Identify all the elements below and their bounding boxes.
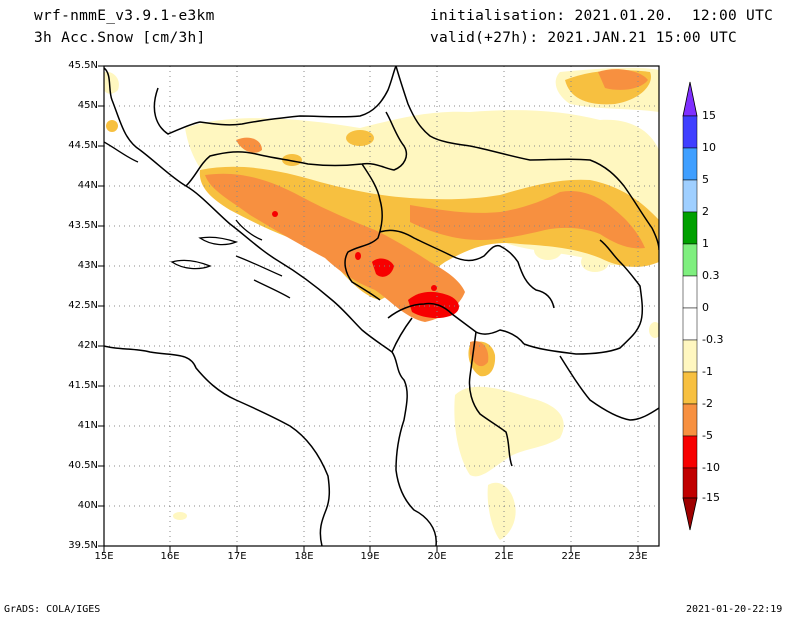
model-title: wrf-nmmE_v3.9.1-e3km [34,8,215,24]
lon-label: 15E [94,551,114,562]
colorbar-top-arrow [682,81,698,117]
island-korcula [235,255,283,277]
island-hvar [170,259,212,270]
colorbar-label: -0.3 [702,333,724,346]
croatia-border [153,66,397,135]
lat-label: 42N [77,340,98,351]
lat-label: 44N [77,180,98,191]
snow-shading [104,67,659,540]
valid-time: valid(+27h): 2021.JAN.21 15:00 UTC [430,30,738,46]
render-timestamp: 2021-01-20-22:19 [686,604,783,615]
grads-credit: GrADS: COLA/IGES [4,604,101,615]
lon-label: 17E [227,551,247,562]
lon-label: 16E [160,551,180,562]
albania-border [391,317,513,467]
field-title: 3h Acc.Snow [cm/3h] [34,30,206,46]
lat-label: 43.5N [68,220,98,231]
colorbar-label: 0.3 [702,269,720,282]
italy-coastline [104,345,331,546]
lon-label: 21E [494,551,514,562]
island-brac [198,236,238,246]
lat-label: 39.5N [68,540,98,551]
lat-label: 41N [77,420,98,431]
grid [104,66,659,546]
island-mljet [253,279,291,299]
lat-label: 45.5N [68,60,98,71]
colorbar-label: 1 [702,237,709,250]
lat-label: 44.5N [68,140,98,151]
colorbar-bottom-arrow [682,497,698,531]
lat-label: 45N [77,100,98,111]
colorbar-label: -1 [702,365,713,378]
colorbar [682,81,698,531]
lon-label: 20E [427,551,447,562]
island-solta [235,219,263,241]
colorbar-label: 2 [702,205,709,218]
coastlines-borders [104,66,659,546]
islands [104,141,291,299]
lat-label: 40.5N [68,460,98,471]
colorbar-label: -2 [702,397,713,410]
kosovo-border [387,302,525,345]
snow-light [104,67,659,540]
tick-marks [98,65,639,552]
lat-label: 42.5N [68,300,98,311]
lon-label: 22E [561,551,581,562]
lat-label: 43N [77,260,98,271]
lon-label: 18E [294,551,314,562]
lon-label: 23E [628,551,648,562]
colorbar-label: 10 [702,141,716,154]
colorbar-label: -15 [702,491,720,504]
lon-label: 19E [360,551,380,562]
colorbar-label: 15 [702,109,716,122]
bulgaria-border [523,239,644,355]
lat-label: 41.5N [68,380,98,391]
serbia-romania-border [395,66,659,251]
init-time: initialisation: 2021.01.20. 12:00 UTC [430,8,774,24]
lat-label: 40N [77,500,98,511]
colorbar-label: 5 [702,173,709,186]
adriatic-coastline [104,67,437,546]
serbia-border [379,229,555,309]
colorbar-label: -5 [702,429,713,442]
bosnia-north-border [185,111,408,187]
island-krk [104,141,139,163]
colorbar-label: -10 [702,461,720,474]
colorbar-label: 0 [702,301,709,314]
snow-heavy [205,69,648,367]
greece-north-border [559,355,659,421]
bosnia-east-border [344,163,383,301]
snow-very-heavy [272,211,459,319]
